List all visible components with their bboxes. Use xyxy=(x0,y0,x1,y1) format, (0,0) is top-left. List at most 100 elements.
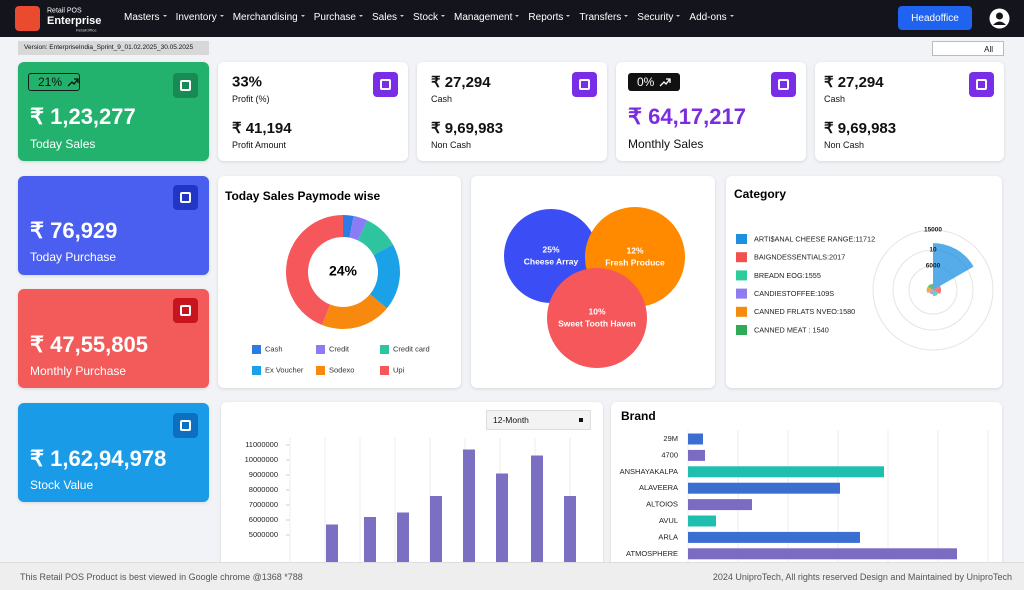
legend-label: Cash xyxy=(265,344,283,353)
bar xyxy=(326,524,338,562)
y-tick-label: 7000000 xyxy=(249,500,278,509)
legend-swatch xyxy=(736,270,747,281)
menu-item[interactable]: Merchandising xyxy=(233,12,305,23)
pie-slice xyxy=(349,216,368,241)
menu-item[interactable]: Stock xyxy=(413,12,445,23)
menu-item[interactable]: Inventory xyxy=(176,12,224,23)
bar xyxy=(397,512,409,562)
venn-value: 25% xyxy=(542,244,559,254)
menu-item[interactable]: Purchase xyxy=(314,12,363,23)
pie-slice xyxy=(322,294,387,330)
monthly-sales-badge: 0% xyxy=(628,73,680,91)
version: Version: EnterpriseIndia_Sprint_9_01.02.… xyxy=(18,41,209,55)
badge-text: 21% xyxy=(38,75,63,89)
footer xyxy=(0,562,1024,590)
today-sales-value: ₹ 1,23,277 xyxy=(30,104,136,129)
profit-amount-label: Profit Amount xyxy=(232,140,287,150)
stock-value: ₹ 1,62,94,978 xyxy=(30,446,167,471)
y-tick-label: 8000000 xyxy=(249,485,278,494)
calendar-icon xyxy=(173,298,198,323)
radial-tick-label: 15000 xyxy=(924,227,942,234)
cash-value: ₹ 27,294 xyxy=(431,74,491,91)
branch-button[interactable]: Headoffice xyxy=(898,6,972,30)
legend-label: Ex Voucher xyxy=(265,365,304,374)
bar xyxy=(688,449,705,461)
non-cash-value: ₹ 9,69,983 xyxy=(824,120,897,137)
pie-slice xyxy=(285,215,343,325)
branch: Headoffice xyxy=(911,12,959,24)
monthly-sales-label: Monthly Sales xyxy=(628,137,704,151)
polar-wedge xyxy=(929,290,933,295)
bar xyxy=(364,517,376,562)
radial-tick-label: 10 xyxy=(929,247,937,254)
menu-item[interactable]: Management xyxy=(454,12,519,23)
user-icon[interactable] xyxy=(989,8,1010,29)
cash-label: Cash xyxy=(824,94,846,104)
badge-text: 0% xyxy=(637,75,655,89)
legend-label: CANNED FRLATS NVEO:1580 xyxy=(754,307,855,316)
polar-wedge xyxy=(933,243,974,290)
legend-swatch xyxy=(736,288,747,299)
chart-title: Category xyxy=(734,187,786,201)
venn-circle xyxy=(547,268,647,368)
y-tick-label: 11000000 xyxy=(245,440,278,449)
menu-item[interactable]: Sales xyxy=(372,12,404,23)
filter-dropdown[interactable]: All xyxy=(932,41,1004,56)
truck-icon xyxy=(173,185,198,210)
bar xyxy=(688,433,703,445)
stock-icon xyxy=(173,413,198,438)
y-tick-label: 29M xyxy=(663,434,678,443)
radial-tick-label: 6000 xyxy=(926,263,941,270)
footer-right: 2024 UniproTech, All rights reserved Des… xyxy=(712,572,1012,582)
today-purchase-label: Today Purchase xyxy=(30,250,117,264)
legend-label: CANDIESTOFFEE:109S xyxy=(754,289,834,298)
menu-item[interactable]: Reports xyxy=(528,12,570,23)
legend-swatch xyxy=(252,366,261,375)
venn-name: Sweet Tooth Haven xyxy=(558,318,636,328)
y-tick-label: ALTOIOS xyxy=(646,500,678,509)
period-dropdown[interactable]: 12-Month xyxy=(486,410,591,430)
bar xyxy=(531,455,543,562)
legend-label: Credit card xyxy=(393,344,430,353)
legend-label: BAIGNDESSENTIALS:2017 xyxy=(754,253,845,262)
monthly-purchase-label: Monthly Purchase xyxy=(30,364,127,378)
y-tick-label: ALAVEERA xyxy=(639,483,678,492)
pie-slice xyxy=(357,220,393,256)
legend-label: CANNED MEAT : 1540 xyxy=(754,325,829,334)
profit-percent-label: Profit (%) xyxy=(232,94,270,104)
polar-wedge xyxy=(926,286,933,294)
brand-small: Retail POS xyxy=(47,7,82,15)
bar xyxy=(496,473,508,562)
menu-item[interactable]: Transfers xyxy=(579,12,628,23)
brand-sub: RetailOffice xyxy=(76,27,97,33)
legend-swatch xyxy=(380,345,389,354)
bar xyxy=(688,515,716,527)
y-tick-label: 9000000 xyxy=(249,470,278,479)
bar xyxy=(688,482,840,494)
menu: Masters Inventory Merchandising Purchase Sal… xyxy=(124,12,734,23)
today-sales-badge: 21% xyxy=(28,73,80,91)
y-tick-label: ATMOSPHERE xyxy=(626,549,678,558)
legend-label: Upi xyxy=(393,365,405,374)
legend-swatch xyxy=(252,345,261,354)
polar-wedge xyxy=(933,285,942,295)
menu-item[interactable]: Add-ons xyxy=(689,12,733,23)
profit-amount: ₹ 41,194 xyxy=(232,120,292,137)
bar xyxy=(688,466,884,478)
filter: All xyxy=(984,45,993,54)
chart-title: Today Sales Paymode wise xyxy=(225,189,381,203)
charts: Today Sales Paymode wise Cash Credit Credit… xyxy=(225,187,994,562)
bar xyxy=(430,496,442,562)
menu-item[interactable]: Masters xyxy=(124,12,167,23)
polar-wedge xyxy=(927,283,933,290)
y-tick-label: ANSHAYAKALPA xyxy=(620,467,678,476)
legend-swatch xyxy=(736,252,747,263)
menu-item[interactable]: Security xyxy=(637,12,680,23)
y-tick-label: 10000000 xyxy=(245,455,278,464)
monthly-purchase-value: ₹ 47,55,805 xyxy=(30,332,148,357)
venn-name: Fresh Produce xyxy=(605,257,665,267)
cash-value: ₹ 27,294 xyxy=(824,74,884,91)
bar xyxy=(688,531,860,543)
bar xyxy=(688,548,957,560)
